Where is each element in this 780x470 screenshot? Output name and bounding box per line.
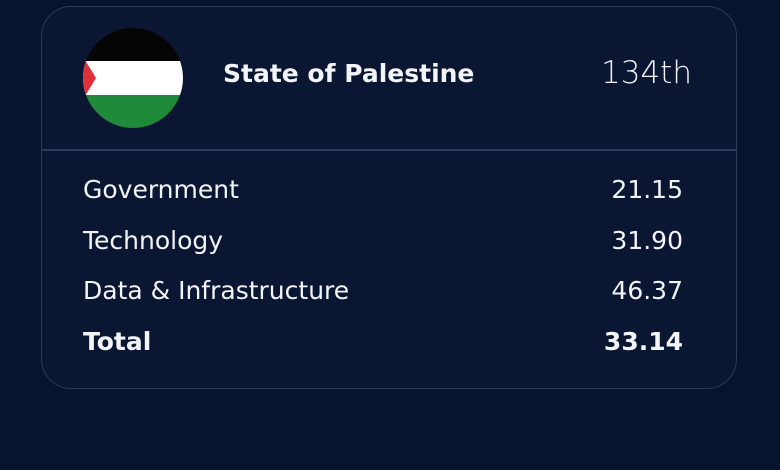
flag bbox=[83, 28, 183, 128]
row-value: 21.15 bbox=[611, 175, 683, 204]
divider bbox=[42, 149, 736, 151]
row-value: 31.90 bbox=[611, 225, 683, 255]
score-row: Technology 31.90 bbox=[83, 226, 683, 260]
row-value: 46.37 bbox=[611, 276, 683, 305]
rank: 134th bbox=[601, 55, 692, 91]
score-row: Total 33.14 bbox=[83, 327, 683, 361]
row-label: Government bbox=[83, 175, 239, 204]
country-name: State of Palestine bbox=[223, 59, 475, 88]
score-card: State of Palestine 134th Government 21.15… bbox=[41, 6, 737, 389]
row-label: Total bbox=[83, 326, 152, 356]
score-row: Government 21.15 bbox=[83, 175, 683, 209]
row-value: 33.14 bbox=[603, 326, 683, 356]
row-label: Data & Infrastructure bbox=[83, 276, 350, 305]
row-label: Technology bbox=[83, 225, 224, 255]
score-row: Data & Infrastructure 46.37 bbox=[83, 276, 683, 310]
